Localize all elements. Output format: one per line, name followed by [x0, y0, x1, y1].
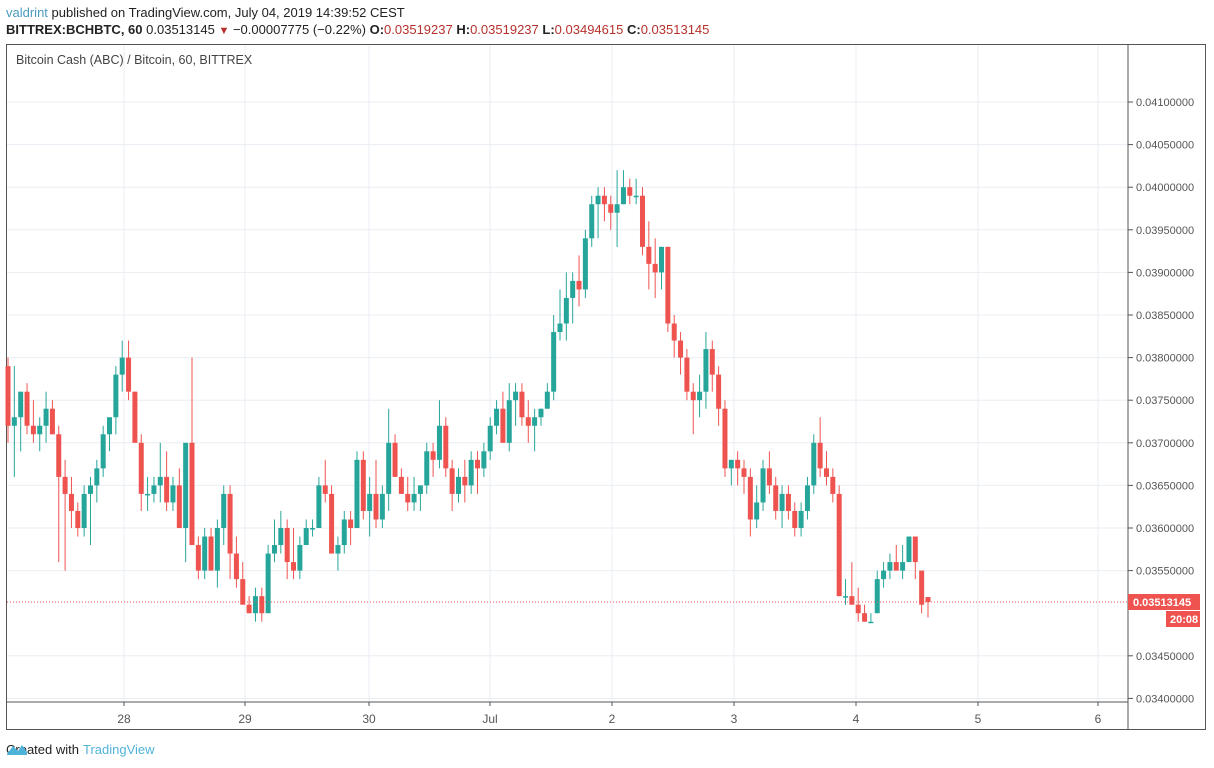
svg-text:0.03513145: 0.03513145: [1133, 597, 1191, 609]
y-tick-label: 0.03750000: [1136, 395, 1194, 407]
x-tick-label: 4: [853, 712, 860, 726]
published-text: published on TradingView.com, July 04, 2…: [47, 5, 405, 20]
x-tick-label: 2: [609, 712, 616, 726]
y-tick-label: 0.03850000: [1136, 310, 1194, 322]
footer: Created with TradingView: [6, 742, 155, 757]
y-tick-label: 0.03600000: [1136, 523, 1194, 535]
y-tick-label: 0.03400000: [1136, 693, 1194, 705]
y-tick-label: 0.04000000: [1136, 182, 1194, 194]
price-change: −0.00007775 (−0.22%): [232, 22, 366, 37]
y-tick-label: 0.03950000: [1136, 225, 1194, 237]
high-label: H:: [456, 22, 471, 37]
triangle-down-icon: ▼: [218, 25, 230, 37]
close-value: 0.03513145: [640, 22, 710, 37]
low-label: L:: [542, 22, 555, 37]
x-tick-label: 28: [117, 712, 131, 726]
last-price: 0.03513145: [146, 22, 215, 37]
open-value: 0.03519237: [384, 22, 453, 37]
y-tick-label: 0.04050000: [1136, 140, 1194, 152]
author-link[interactable]: valdrint: [6, 5, 48, 20]
y-tick-label: 0.03450000: [1136, 651, 1194, 663]
y-tick-label: 0.04100000: [1136, 97, 1194, 109]
svg-text:20:08: 20:08: [1170, 614, 1198, 626]
symbol-info: BITTREX:BCHBTC, 60 0.03513145 ▼ −0.00007…: [6, 22, 709, 37]
y-tick-label: 0.03650000: [1136, 480, 1194, 492]
close-label: C:: [626, 22, 641, 37]
x-tick-label: 5: [975, 712, 982, 726]
x-tick-label: 29: [238, 712, 252, 726]
x-tick-label: 3: [731, 712, 738, 726]
y-tick-label: 0.03700000: [1136, 438, 1194, 450]
symbol-label: BITTREX:BCHBTC, 60: [6, 22, 143, 37]
tradingview-logo-icon: [7, 745, 27, 755]
y-tick-label: 0.03550000: [1136, 566, 1194, 578]
countdown-label: [1166, 611, 1200, 628]
high-value: 0.03519237: [470, 22, 539, 37]
low-value: 0.03494615: [554, 22, 624, 37]
y-tick-label: 0.03800000: [1136, 353, 1194, 365]
last-price-label: [1128, 594, 1200, 611]
x-tick-label: 30: [362, 712, 376, 726]
publish-info: valdrint published on TradingView.com, J…: [6, 5, 405, 20]
x-tick-label: Jul: [482, 712, 497, 726]
y-tick-label: 0.03900000: [1136, 267, 1194, 279]
x-tick-label: 6: [1095, 712, 1102, 726]
open-label: O:: [369, 22, 385, 37]
chart-title: Bitcoin Cash (ABC) / Bitcoin, 60, BITTRE…: [16, 53, 253, 67]
tradingview-link[interactable]: TradingView: [82, 742, 155, 757]
